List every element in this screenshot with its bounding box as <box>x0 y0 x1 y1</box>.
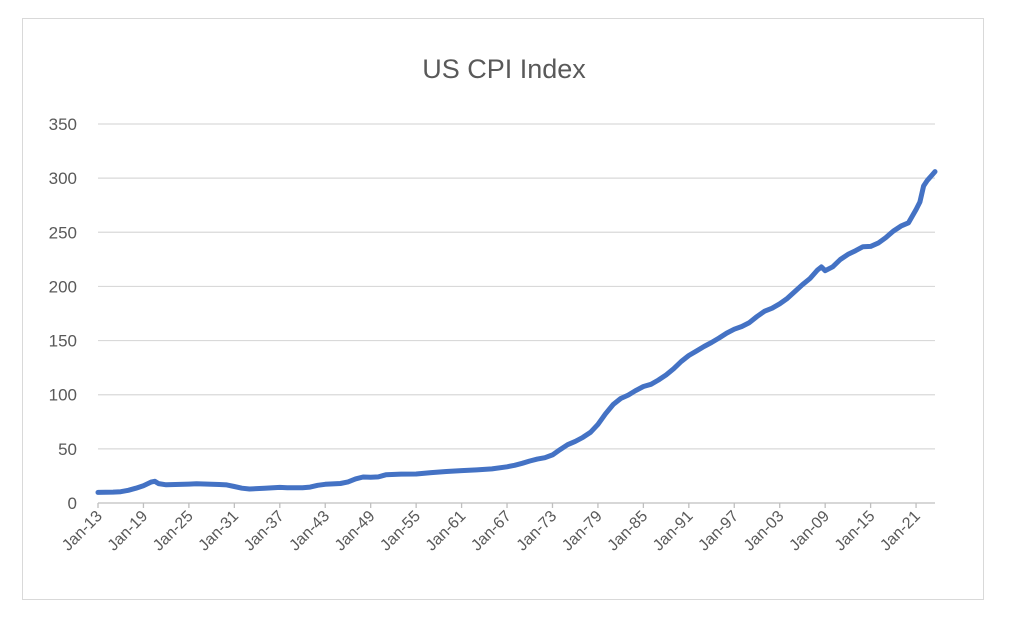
y-tick-label: 300 <box>49 169 77 188</box>
y-tick-label: 100 <box>49 386 77 405</box>
x-tick-label: Jan-91 <box>650 508 697 555</box>
y-tick-label: 50 <box>58 440 77 459</box>
x-tick-label: Jan-13 <box>59 508 106 555</box>
x-axis-tick-labels: Jan-13Jan-19Jan-25Jan-31Jan-37Jan-43Jan-… <box>59 508 924 555</box>
y-tick-label: 200 <box>49 277 77 296</box>
y-tick-label: 150 <box>49 332 77 351</box>
chart-title: US CPI Index <box>422 54 586 84</box>
x-tick-label: Jan-25 <box>150 508 197 555</box>
x-tick-label: Jan-37 <box>241 508 288 555</box>
y-tick-label: 350 <box>49 115 77 134</box>
x-tick-label: Jan-09 <box>786 508 833 555</box>
x-tick-label: Jan-49 <box>332 508 379 555</box>
x-tick-label: Jan-21 <box>877 508 924 555</box>
x-tick-label: Jan-31 <box>196 508 243 555</box>
y-axis-tick-labels: 0 50 100 150 200 250 300 350 <box>49 115 77 513</box>
x-tick-label: Jan-61 <box>423 508 470 555</box>
cpi-series-line <box>95 169 938 495</box>
y-tick-label: 0 <box>68 494 77 513</box>
x-tick-label: Jan-43 <box>286 508 333 555</box>
x-tick-label: Jan-67 <box>468 508 515 555</box>
x-tick-label: Jan-15 <box>832 508 879 555</box>
x-tick-label: Jan-19 <box>105 508 152 555</box>
x-tick-label: Jan-79 <box>559 508 606 555</box>
x-tick-label: Jan-03 <box>741 508 788 555</box>
x-tick-label: Jan-73 <box>514 508 561 555</box>
x-tick-label: Jan-55 <box>377 508 424 555</box>
x-tick-label: Jan-97 <box>695 508 742 555</box>
y-tick-label: 250 <box>49 223 77 242</box>
gridlines <box>98 123 935 450</box>
x-axis-tick-marks <box>97 503 917 508</box>
x-tick-label: Jan-85 <box>605 508 652 555</box>
